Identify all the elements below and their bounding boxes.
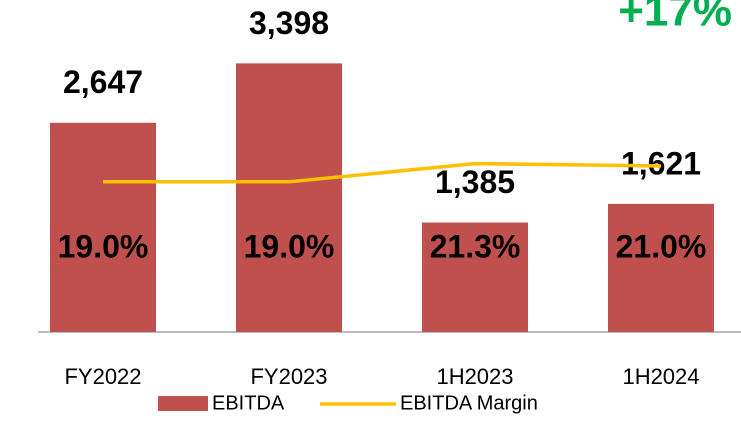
bar bbox=[608, 203, 714, 332]
data-label: 21.3% bbox=[430, 228, 521, 264]
x-tick-label: 1H2023 bbox=[436, 364, 513, 389]
data-label: 1,621 bbox=[621, 145, 701, 181]
legend-label: EBITDA Margin bbox=[400, 392, 538, 414]
annotation: +17% bbox=[618, 0, 732, 36]
x-tick-label: 1H2024 bbox=[622, 364, 699, 389]
data-label: 19.0% bbox=[244, 228, 335, 264]
line bbox=[103, 161, 662, 184]
data-label: 19.0% bbox=[58, 228, 149, 264]
data-label: 1,385 bbox=[435, 164, 515, 200]
x-tick-label: FY2022 bbox=[64, 364, 141, 389]
legend-label: EBITDA bbox=[212, 392, 285, 414]
data-label: 21.0% bbox=[616, 228, 707, 264]
bar bbox=[236, 63, 342, 333]
bar bbox=[50, 122, 156, 332]
x-tick-label: FY2023 bbox=[250, 364, 327, 389]
legend-swatch bbox=[158, 396, 208, 411]
bar bbox=[422, 222, 528, 332]
data-label: 2,647 bbox=[63, 64, 143, 100]
data-label: 3,398 bbox=[249, 5, 329, 41]
